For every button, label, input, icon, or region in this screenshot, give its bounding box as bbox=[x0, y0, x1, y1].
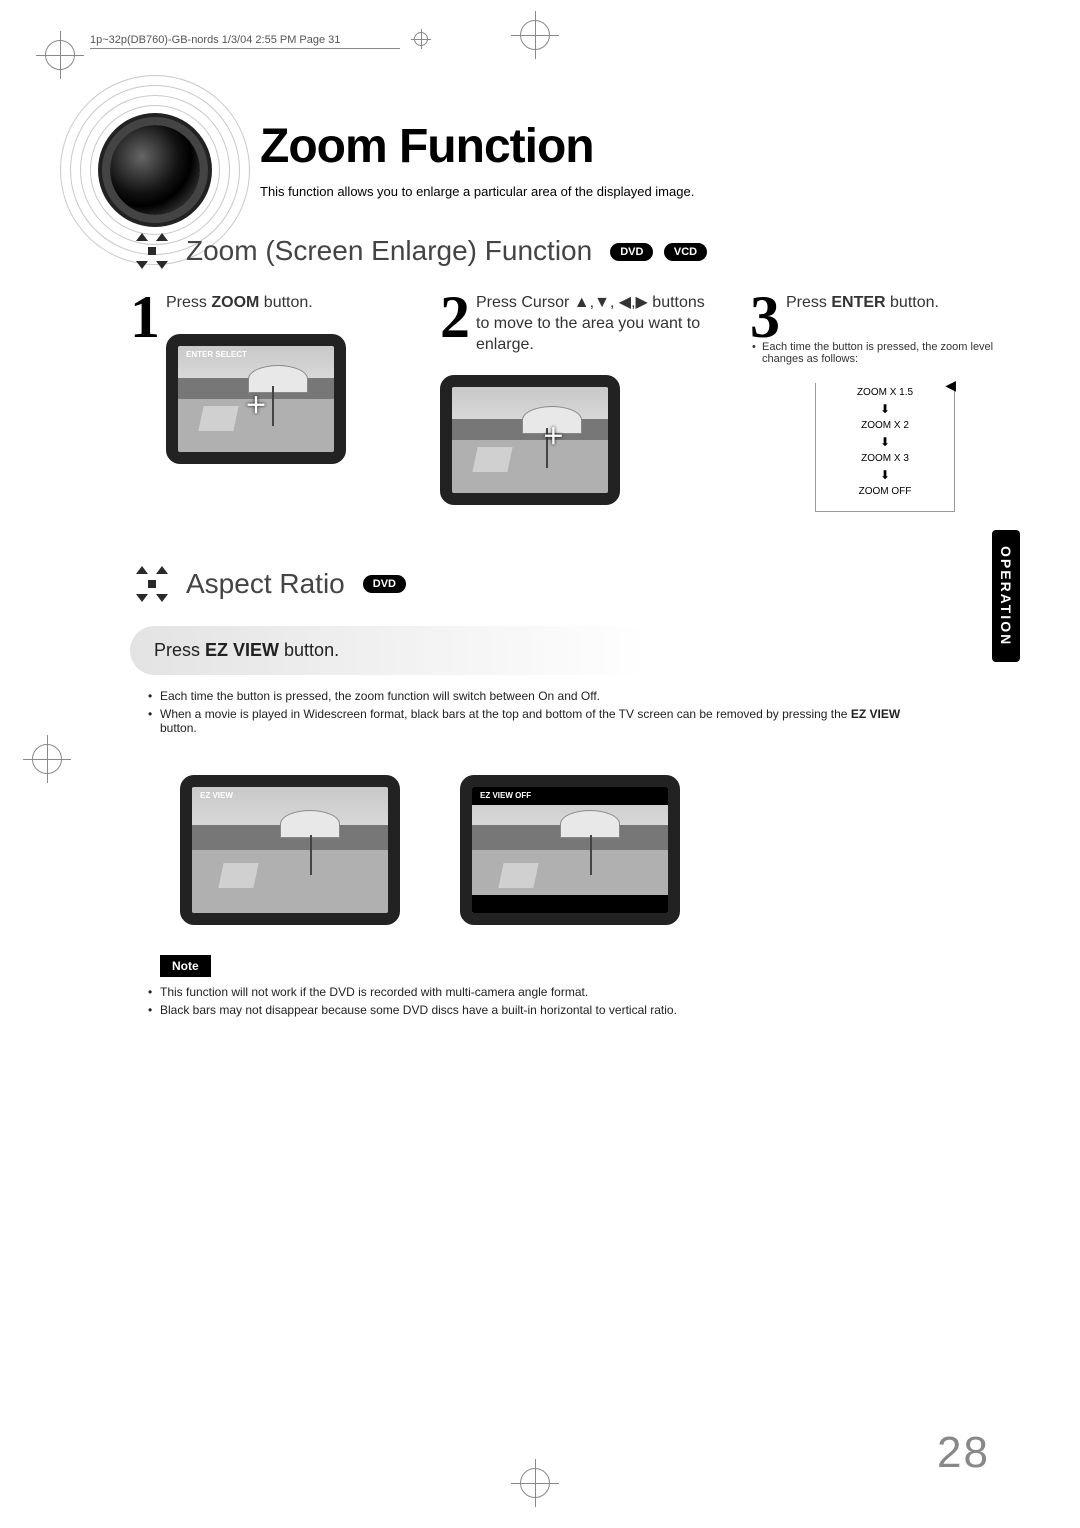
crosshair-icon: ＋ bbox=[542, 419, 564, 451]
section-zoom-screen-enlarge: Zoom (Screen Enlarge) Function DVD VCD bbox=[130, 229, 1020, 273]
tv-ezview-on-label: EZ VIEW bbox=[200, 791, 233, 800]
page-title: Zoom Function bbox=[260, 119, 1020, 174]
crosshair-icon: ＋ bbox=[245, 388, 267, 420]
section2-title: Aspect Ratio bbox=[186, 568, 345, 600]
steps-row: 1 Press ZOOM button. ENTER SELECT ＋ 2 Pr… bbox=[130, 293, 1020, 512]
zoom-level-off: ZOOM OFF bbox=[826, 482, 944, 501]
bullet-1: Each time the button is pressed, the zoo… bbox=[160, 689, 940, 703]
zoom-level-1: ZOOM X 1.5 bbox=[826, 383, 944, 402]
tv-preview-2: ＋ bbox=[440, 375, 620, 505]
section1-title: Zoom (Screen Enlarge) Function bbox=[186, 235, 592, 267]
crop-mark-center-bottom bbox=[520, 1468, 560, 1508]
down-arrow-icon: ⬇ bbox=[826, 402, 944, 416]
crop-mark-top-left bbox=[45, 40, 85, 80]
page-number: 28 bbox=[937, 1428, 990, 1478]
note-bullets: This function will not work if the DVD i… bbox=[160, 985, 940, 1017]
print-header-meta: 1p~32p(DB760)-GB-nords 1/3/04 2:55 PM Pa… bbox=[90, 32, 400, 49]
tv-ezview-off: EZ VIEW OFF bbox=[460, 775, 680, 925]
tv-preview-1: ENTER SELECT ＋ bbox=[166, 334, 346, 464]
section-arrows-icon bbox=[130, 229, 174, 273]
badge-dvd: DVD bbox=[363, 575, 406, 593]
ez-view-bullets: Each time the button is pressed, the zoo… bbox=[160, 689, 940, 735]
step-1: 1 Press ZOOM button. ENTER SELECT ＋ bbox=[130, 293, 400, 512]
step-2: 2 Press Cursor ▲,▼, ◀,▶ buttons to move … bbox=[440, 293, 710, 512]
step-3-text: Press ENTER button. bbox=[786, 293, 1020, 314]
tv-1-label: ENTER SELECT bbox=[186, 350, 247, 359]
step-3-note: Each time the button is pressed, the zoo… bbox=[750, 341, 1020, 365]
tv-row-ezview: EZ VIEW EZ VIEW OFF bbox=[180, 755, 1020, 925]
header-meta-text: 1p~32p(DB760)-GB-nords 1/3/04 2:55 PM Pa… bbox=[90, 34, 340, 46]
ez-view-instruction-band: Press EZ VIEW button. bbox=[130, 626, 650, 675]
tv-ezview-on: EZ VIEW bbox=[180, 775, 400, 925]
step-1-text: Press ZOOM button. bbox=[166, 293, 400, 314]
loop-arrow-icon: ◀ bbox=[945, 377, 956, 394]
down-arrow-icon: ⬇ bbox=[826, 435, 944, 449]
step-3: 3 Press ENTER button. Each time the butt… bbox=[750, 293, 1020, 512]
crop-mark-center-left bbox=[32, 744, 72, 784]
badge-vcd: VCD bbox=[664, 243, 707, 261]
zoom-level-2: ZOOM X 2 bbox=[826, 416, 944, 435]
bullet-2: When a movie is played in Widescreen for… bbox=[160, 707, 940, 735]
step-2-text: Press Cursor ▲,▼, ◀,▶ buttons to move to… bbox=[476, 293, 710, 355]
zoom-level-3: ZOOM X 3 bbox=[826, 449, 944, 468]
note-bullet-2: Black bars may not disappear because som… bbox=[160, 1003, 940, 1017]
crop-mark-bottom-left bbox=[45, 1448, 85, 1488]
note-bullet-1: This function will not work if the DVD i… bbox=[160, 985, 940, 999]
section-aspect-ratio: Aspect Ratio DVD bbox=[130, 562, 1020, 606]
crop-mark-center-top bbox=[520, 20, 560, 60]
tv-ezview-off-label: EZ VIEW OFF bbox=[480, 791, 531, 800]
note-badge: Note bbox=[160, 955, 211, 977]
badge-dvd: DVD bbox=[610, 243, 653, 261]
section-arrows-icon bbox=[130, 562, 174, 606]
step-1-number: 1 bbox=[130, 293, 160, 341]
step-2-number: 2 bbox=[440, 293, 470, 341]
page-subtitle: This function allows you to enlarge a pa… bbox=[260, 184, 1020, 199]
step-3-number: 3 bbox=[750, 293, 780, 341]
zoom-levels-diagram: ◀ ZOOM X 1.5 ⬇ ZOOM X 2 ⬇ ZOOM X 3 ⬇ ZOO… bbox=[815, 383, 955, 512]
down-arrow-icon: ⬇ bbox=[826, 468, 944, 482]
